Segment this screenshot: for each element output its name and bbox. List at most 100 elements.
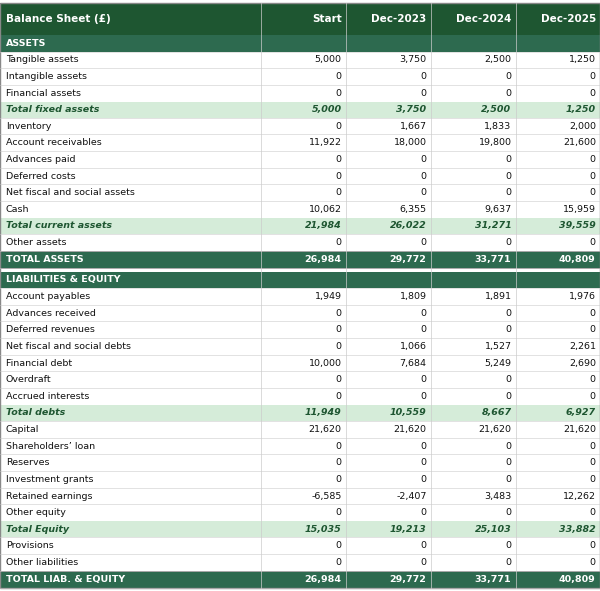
Text: -2,407: -2,407 — [396, 492, 427, 501]
Text: Total current assets: Total current assets — [6, 222, 112, 230]
Text: LIABILITIES & EQUITY: LIABILITIES & EQUITY — [6, 275, 121, 284]
Text: 0: 0 — [505, 189, 511, 197]
Text: 26,984: 26,984 — [305, 255, 342, 264]
Text: 21,984: 21,984 — [305, 222, 342, 230]
Text: TOTAL ASSETS: TOTAL ASSETS — [6, 255, 83, 264]
Bar — [0, 355, 600, 371]
Text: 0: 0 — [421, 541, 427, 550]
Text: Retained earnings: Retained earnings — [6, 492, 92, 501]
Text: Net fiscal and social assets: Net fiscal and social assets — [6, 189, 135, 197]
Text: 0: 0 — [505, 475, 511, 484]
Text: Net fiscal and social debts: Net fiscal and social debts — [6, 342, 131, 351]
Bar — [0, 51, 600, 68]
Bar — [0, 184, 600, 201]
Text: 12,262: 12,262 — [563, 492, 596, 501]
Bar — [0, 251, 600, 268]
Text: 0: 0 — [421, 475, 427, 484]
Text: 39,559: 39,559 — [559, 222, 596, 230]
Text: 11,922: 11,922 — [309, 138, 342, 147]
Text: 1,976: 1,976 — [569, 292, 596, 301]
Text: Capital: Capital — [6, 425, 40, 434]
Text: 25,103: 25,103 — [475, 525, 511, 534]
Text: 0: 0 — [590, 558, 596, 567]
Text: 19,213: 19,213 — [390, 525, 427, 534]
Bar — [0, 35, 600, 51]
Text: 0: 0 — [336, 508, 342, 517]
Text: 6,355: 6,355 — [400, 205, 427, 214]
Text: 0: 0 — [590, 309, 596, 317]
Text: 1,891: 1,891 — [485, 292, 511, 301]
Text: 29,772: 29,772 — [390, 575, 427, 584]
Text: 0: 0 — [590, 171, 596, 181]
Text: 2,500: 2,500 — [481, 105, 511, 114]
Text: Tangible assets: Tangible assets — [6, 56, 79, 64]
Text: Dec-2025: Dec-2025 — [541, 14, 596, 24]
Text: Advances paid: Advances paid — [6, 155, 76, 164]
Text: 0: 0 — [336, 541, 342, 550]
Bar — [0, 151, 600, 168]
Text: 0: 0 — [336, 558, 342, 567]
Text: 29,772: 29,772 — [390, 255, 427, 264]
Text: Total fixed assets: Total fixed assets — [6, 105, 100, 114]
Text: Balance Sheet (£): Balance Sheet (£) — [6, 14, 111, 24]
Text: Dec-2024: Dec-2024 — [456, 14, 511, 24]
Text: 0: 0 — [590, 238, 596, 247]
Text: 0: 0 — [336, 458, 342, 467]
Text: 0: 0 — [336, 392, 342, 401]
Text: 0: 0 — [505, 392, 511, 401]
Text: 1,250: 1,250 — [569, 56, 596, 64]
Text: Deferred costs: Deferred costs — [6, 171, 76, 181]
Text: 5,000: 5,000 — [311, 105, 342, 114]
Text: 0: 0 — [505, 458, 511, 467]
Text: 8,667: 8,667 — [481, 408, 511, 417]
Text: 33,771: 33,771 — [475, 575, 511, 584]
Text: Other assets: Other assets — [6, 238, 67, 247]
Text: Shareholders’ loan: Shareholders’ loan — [6, 441, 95, 450]
Text: 0: 0 — [421, 155, 427, 164]
Text: 0: 0 — [505, 72, 511, 81]
Text: 0: 0 — [421, 72, 427, 81]
Text: 0: 0 — [336, 89, 342, 98]
Bar — [0, 554, 600, 571]
Text: 0: 0 — [505, 89, 511, 98]
Text: 31,271: 31,271 — [475, 222, 511, 230]
Bar — [0, 421, 600, 438]
Text: Advances received: Advances received — [6, 309, 96, 317]
Text: Total Equity: Total Equity — [6, 525, 69, 534]
Text: Start: Start — [312, 14, 342, 24]
Text: 10,062: 10,062 — [309, 205, 342, 214]
Text: 0: 0 — [336, 72, 342, 81]
Text: Total debts: Total debts — [6, 408, 65, 417]
Text: 26,022: 26,022 — [390, 222, 427, 230]
Text: Investment grants: Investment grants — [6, 475, 94, 484]
Text: 5,000: 5,000 — [314, 56, 342, 64]
Text: 0: 0 — [421, 171, 427, 181]
Text: 9,637: 9,637 — [484, 205, 511, 214]
Text: 3,750: 3,750 — [400, 56, 427, 64]
Text: 2,690: 2,690 — [569, 359, 596, 368]
Text: 2,000: 2,000 — [569, 122, 596, 131]
Text: 2,500: 2,500 — [485, 56, 511, 64]
Text: 0: 0 — [590, 392, 596, 401]
Text: Reserves: Reserves — [6, 458, 49, 467]
Text: 0: 0 — [505, 558, 511, 567]
Text: TOTAL LIAB. & EQUITY: TOTAL LIAB. & EQUITY — [6, 575, 125, 584]
Text: 0: 0 — [421, 189, 427, 197]
Text: 0: 0 — [421, 458, 427, 467]
Text: 0: 0 — [336, 342, 342, 351]
Text: 10,559: 10,559 — [390, 408, 427, 417]
Bar — [0, 201, 600, 218]
Text: 0: 0 — [505, 325, 511, 335]
Text: Deferred revenues: Deferred revenues — [6, 325, 95, 335]
Text: 0: 0 — [590, 458, 596, 467]
Text: Cash: Cash — [6, 205, 29, 214]
Text: 21,620: 21,620 — [309, 425, 342, 434]
Bar — [0, 134, 600, 151]
Text: 0: 0 — [590, 441, 596, 450]
Text: 0: 0 — [590, 325, 596, 335]
Text: 1,066: 1,066 — [400, 342, 427, 351]
Text: 0: 0 — [336, 189, 342, 197]
Bar — [0, 537, 600, 554]
Text: Provisions: Provisions — [6, 541, 54, 550]
Bar — [0, 388, 600, 405]
